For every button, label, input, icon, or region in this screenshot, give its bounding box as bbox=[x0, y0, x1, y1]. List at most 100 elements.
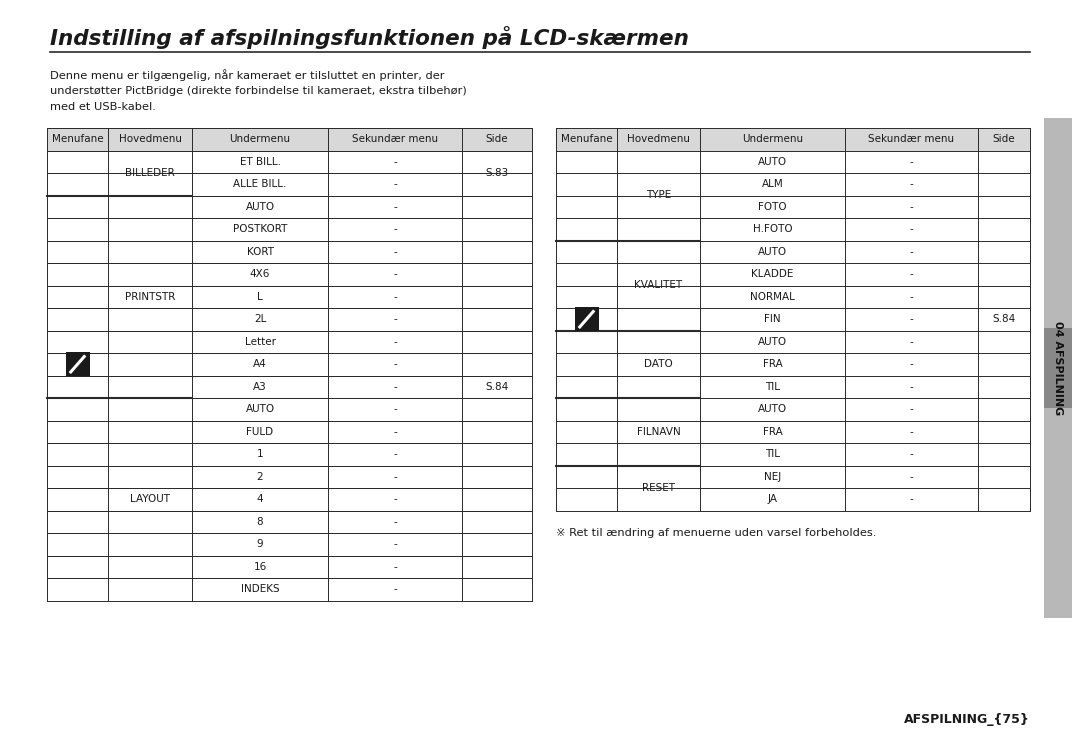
Text: 4X6: 4X6 bbox=[249, 269, 270, 279]
Text: FRA: FRA bbox=[762, 427, 782, 436]
Text: Undermenu: Undermenu bbox=[742, 134, 804, 144]
Text: FIN: FIN bbox=[765, 314, 781, 325]
Text: Letter: Letter bbox=[244, 336, 275, 347]
Text: -: - bbox=[909, 157, 914, 167]
Text: -: - bbox=[909, 179, 914, 189]
Text: FILNAVN: FILNAVN bbox=[636, 427, 680, 436]
Text: 8: 8 bbox=[257, 517, 264, 527]
Text: AUTO: AUTO bbox=[758, 247, 787, 257]
Text: -: - bbox=[393, 292, 396, 301]
Text: -: - bbox=[393, 471, 396, 482]
Text: BILLEDER: BILLEDER bbox=[125, 168, 175, 178]
Text: AUTO: AUTO bbox=[245, 404, 274, 414]
Text: -: - bbox=[909, 360, 914, 369]
Text: -: - bbox=[393, 449, 396, 460]
Text: -: - bbox=[909, 314, 914, 325]
Text: -: - bbox=[393, 427, 396, 436]
Bar bbox=[1044, 328, 1072, 408]
Text: RESET: RESET bbox=[642, 483, 675, 493]
Text: -: - bbox=[393, 584, 396, 595]
Text: 1: 1 bbox=[257, 449, 264, 460]
Text: POSTKORT: POSTKORT bbox=[233, 225, 287, 234]
Text: H.FOTO: H.FOTO bbox=[753, 225, 793, 234]
Text: understøtter PictBridge (direkte forbindelse til kameraet, ekstra tilbehør): understøtter PictBridge (direkte forbind… bbox=[50, 86, 467, 96]
Text: -: - bbox=[909, 225, 914, 234]
Text: -: - bbox=[909, 269, 914, 279]
Text: TIL: TIL bbox=[765, 449, 780, 460]
Text: 4: 4 bbox=[257, 495, 264, 504]
Text: A4: A4 bbox=[253, 360, 267, 369]
Text: DATO: DATO bbox=[644, 360, 673, 369]
Text: ET BILL.: ET BILL. bbox=[240, 157, 281, 167]
Bar bbox=[66, 352, 90, 376]
Text: Side: Side bbox=[993, 134, 1015, 144]
Text: AUTO: AUTO bbox=[245, 201, 274, 212]
Text: 04 AFSPILNING: 04 AFSPILNING bbox=[1053, 321, 1063, 415]
Text: -: - bbox=[393, 157, 396, 167]
Text: L: L bbox=[257, 292, 262, 301]
Text: FRA: FRA bbox=[762, 360, 782, 369]
Bar bbox=[556, 128, 1030, 151]
Text: -: - bbox=[393, 179, 396, 189]
Text: -: - bbox=[909, 404, 914, 414]
Text: AUTO: AUTO bbox=[758, 404, 787, 414]
Text: 2: 2 bbox=[257, 471, 264, 482]
Text: -: - bbox=[909, 382, 914, 392]
Text: -: - bbox=[393, 360, 396, 369]
Text: -: - bbox=[909, 427, 914, 436]
Text: Denne menu er tilgængelig, når kameraet er tilsluttet en printer, der: Denne menu er tilgængelig, når kameraet … bbox=[50, 69, 445, 81]
Text: KORT: KORT bbox=[246, 247, 273, 257]
Text: -: - bbox=[909, 292, 914, 301]
Text: -: - bbox=[393, 225, 396, 234]
Text: FULD: FULD bbox=[246, 427, 273, 436]
Text: Menufane: Menufane bbox=[52, 134, 104, 144]
Text: Side: Side bbox=[486, 134, 509, 144]
Text: -: - bbox=[909, 201, 914, 212]
Text: 2L: 2L bbox=[254, 314, 266, 325]
Text: AFSPILNING_{75}: AFSPILNING_{75} bbox=[904, 713, 1030, 727]
Text: Hovedmenu: Hovedmenu bbox=[627, 134, 690, 144]
Text: A3: A3 bbox=[253, 382, 267, 392]
Text: -: - bbox=[393, 201, 396, 212]
Text: S.84: S.84 bbox=[485, 382, 509, 392]
Text: NORMAL: NORMAL bbox=[751, 292, 795, 301]
Text: -: - bbox=[909, 449, 914, 460]
Text: med et USB-kabel.: med et USB-kabel. bbox=[50, 102, 156, 112]
Text: KLADDE: KLADDE bbox=[752, 269, 794, 279]
Text: -: - bbox=[909, 471, 914, 482]
Text: AUTO: AUTO bbox=[758, 157, 787, 167]
Text: PRINTSTR: PRINTSTR bbox=[125, 292, 175, 301]
Bar bbox=[575, 307, 598, 331]
Text: -: - bbox=[393, 247, 396, 257]
Text: -: - bbox=[393, 517, 396, 527]
Text: -: - bbox=[393, 269, 396, 279]
Text: -: - bbox=[909, 495, 914, 504]
Text: LAYOUT: LAYOUT bbox=[130, 495, 170, 504]
Text: -: - bbox=[393, 562, 396, 571]
Bar bbox=[48, 128, 532, 151]
Text: -: - bbox=[393, 336, 396, 347]
Text: Menufane: Menufane bbox=[561, 134, 612, 144]
Text: S.84: S.84 bbox=[993, 314, 1015, 325]
Text: FOTO: FOTO bbox=[758, 201, 787, 212]
Text: -: - bbox=[909, 247, 914, 257]
Text: -: - bbox=[393, 382, 396, 392]
Text: ※ Ret til ændring af menuerne uden varsel forbeholdes.: ※ Ret til ændring af menuerne uden varse… bbox=[556, 527, 876, 538]
Text: Hovedmenu: Hovedmenu bbox=[119, 134, 181, 144]
Text: -: - bbox=[393, 495, 396, 504]
Text: TYPE: TYPE bbox=[646, 190, 671, 201]
Text: NEJ: NEJ bbox=[764, 471, 781, 482]
Text: TIL: TIL bbox=[765, 382, 780, 392]
Text: -: - bbox=[393, 404, 396, 414]
Text: Sekundær menu: Sekundær menu bbox=[352, 134, 438, 144]
Text: KVALITET: KVALITET bbox=[634, 280, 683, 290]
Text: Indstilling af afspilningsfunktionen på LCD-skærmen: Indstilling af afspilningsfunktionen på … bbox=[50, 27, 689, 49]
Text: -: - bbox=[393, 314, 396, 325]
Text: JA: JA bbox=[768, 495, 778, 504]
Text: Undermenu: Undermenu bbox=[229, 134, 291, 144]
Text: INDEKS: INDEKS bbox=[241, 584, 280, 595]
Text: 16: 16 bbox=[254, 562, 267, 571]
Bar bbox=[1044, 118, 1072, 618]
Text: -: - bbox=[393, 539, 396, 549]
Text: S.83: S.83 bbox=[485, 168, 509, 178]
